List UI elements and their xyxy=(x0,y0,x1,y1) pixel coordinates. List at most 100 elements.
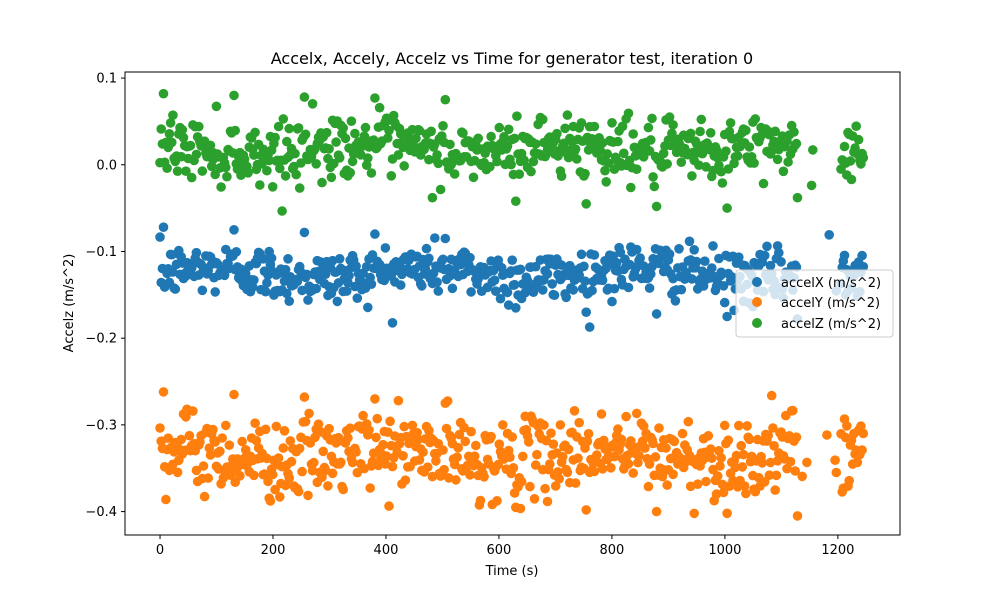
data-point xyxy=(165,118,176,128)
data-point xyxy=(334,153,345,163)
data-point xyxy=(744,434,755,445)
data-point xyxy=(742,421,752,431)
data-point xyxy=(722,203,732,213)
data-point xyxy=(303,295,313,305)
data-point xyxy=(167,137,177,148)
data-point xyxy=(424,425,434,436)
data-point xyxy=(302,269,312,280)
data-point xyxy=(271,421,282,432)
data-point xyxy=(371,432,381,443)
data-point xyxy=(262,165,272,176)
x-axis: 0 200 400 600 800 1000 1200 xyxy=(156,535,854,558)
data-point xyxy=(426,126,437,137)
data-point xyxy=(320,269,331,280)
data-point xyxy=(338,484,349,495)
data-point xyxy=(758,178,769,189)
data-point xyxy=(345,167,356,178)
data-point xyxy=(684,236,695,247)
data-point xyxy=(602,149,613,159)
data-point xyxy=(311,159,322,169)
data-point xyxy=(449,459,460,470)
data-point xyxy=(846,174,857,185)
data-point xyxy=(221,162,231,173)
data-point xyxy=(346,116,357,126)
data-point xyxy=(240,268,251,279)
data-point xyxy=(191,247,202,258)
data-point xyxy=(785,456,796,467)
data-point xyxy=(358,410,368,421)
data-point xyxy=(323,481,333,491)
data-point xyxy=(370,229,380,239)
data-point xyxy=(505,452,515,463)
data-point xyxy=(651,309,662,319)
data-point xyxy=(407,420,418,431)
data-point xyxy=(491,286,501,297)
data-point xyxy=(621,411,631,422)
data-point xyxy=(411,133,421,144)
data-point xyxy=(422,462,433,473)
y-tick-label: −0.2 xyxy=(85,332,117,347)
data-point xyxy=(628,129,638,139)
data-point xyxy=(430,233,440,243)
data-point xyxy=(715,461,725,471)
data-point xyxy=(384,501,394,511)
data-point xyxy=(687,171,697,181)
data-point xyxy=(718,281,729,291)
data-point xyxy=(512,111,522,121)
data-point xyxy=(398,451,408,461)
y-tick-label: 0.0 xyxy=(96,158,117,173)
data-point xyxy=(176,434,186,445)
data-point xyxy=(601,177,611,187)
x-tick-label: 0 xyxy=(156,543,164,558)
data-point xyxy=(229,389,239,400)
data-point xyxy=(495,293,506,304)
x-tick-label: 400 xyxy=(374,543,399,558)
data-point xyxy=(284,123,295,134)
data-point xyxy=(845,156,856,166)
data-point xyxy=(324,423,334,434)
data-point xyxy=(275,492,285,502)
data-point xyxy=(542,496,553,507)
data-point xyxy=(465,470,475,480)
data-point xyxy=(555,420,566,430)
data-point xyxy=(723,435,734,446)
data-point xyxy=(317,177,327,188)
data-point xyxy=(161,494,171,505)
data-point xyxy=(589,466,600,477)
data-point xyxy=(363,302,373,313)
data-point xyxy=(654,423,664,433)
data-point xyxy=(623,282,634,293)
data-point xyxy=(695,126,705,137)
data-point xyxy=(615,247,626,258)
data-point xyxy=(644,459,655,469)
data-point xyxy=(498,420,508,430)
data-point xyxy=(507,255,517,265)
data-point xyxy=(421,243,432,254)
data-point xyxy=(592,450,602,460)
data-point xyxy=(766,390,777,401)
data-point xyxy=(364,425,374,435)
legend-marker-accely xyxy=(752,297,762,307)
data-point xyxy=(229,90,239,101)
data-point xyxy=(199,491,210,502)
series-accelz xyxy=(155,88,869,216)
data-point xyxy=(643,481,654,492)
data-point xyxy=(427,192,438,203)
data-point xyxy=(451,475,461,485)
data-point xyxy=(703,431,714,441)
data-point xyxy=(438,121,448,131)
data-point xyxy=(597,275,608,286)
data-point xyxy=(431,456,441,466)
data-point xyxy=(563,152,574,163)
data-point xyxy=(181,412,191,422)
data-point xyxy=(388,110,399,121)
data-point xyxy=(651,506,662,517)
data-point xyxy=(399,421,410,432)
data-point xyxy=(606,463,616,473)
data-point xyxy=(705,128,716,138)
data-point xyxy=(324,144,334,154)
data-point xyxy=(576,118,587,128)
data-point xyxy=(387,461,398,472)
data-point xyxy=(545,459,555,469)
data-point xyxy=(387,318,398,328)
